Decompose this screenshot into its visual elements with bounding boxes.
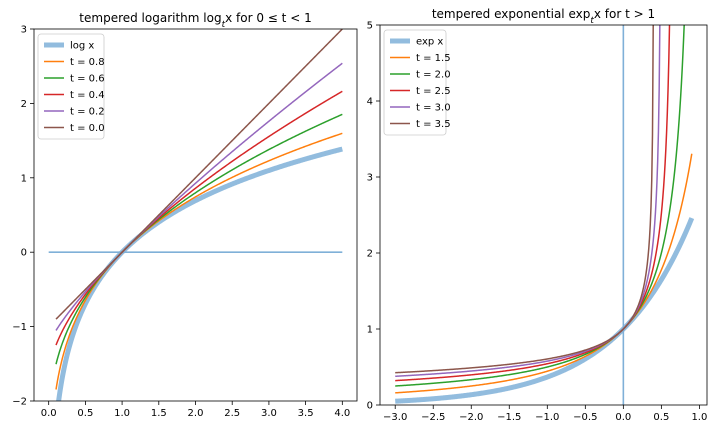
log-series-t-0-6 [55,113,343,365]
log-x-tick-label: 4.0 [334,408,350,419]
exp-legend-label: t = 2.5 [416,86,451,97]
exp-chart-title: tempered exponential exptx for t > 1 [432,7,655,26]
log-series-t-0 [55,29,343,320]
exp-series-t-2 [395,25,685,387]
exp-y-tick-label: 1 [367,325,373,336]
exp-legend [383,29,447,136]
log-x-tick-label: 0.5 [77,408,93,419]
exp-y-tick-label: 4 [367,97,373,108]
exp-x-tick-label: −2.0 [459,412,483,423]
exp-y-tick-label: 3 [367,173,373,184]
exp-legend-label: t = 3.5 [416,119,451,130]
exp-legend-label: t = 3.0 [416,103,451,114]
log-x-tick-label: 3.0 [261,408,277,419]
log-x-tick-label: 2.5 [224,408,240,419]
exp-series-t-1-5 [395,153,693,394]
log-y-tick-label: 3 [21,25,27,36]
chart-tempered-logarithm: tempered logarithm logtx for 0 ≤ t < 1 0.… [12,11,358,419]
log-y-tick-label: 0 [21,248,27,259]
exp-legend-label: t = 1.5 [416,53,451,64]
log-x-tick-label: 2.0 [188,408,204,419]
log-legend-label: log x [70,41,94,52]
exp-x-tick-label: 0.0 [615,412,631,423]
exp-x-tick-label: −1.5 [497,412,521,423]
log-legend-label: t = 0.8 [70,57,105,68]
log-x-tick-label: 1.5 [151,408,167,419]
exp-series-base [393,217,695,404]
log-chart-title: tempered logarithm logtx for 0 ≤ t < 1 [79,11,311,30]
exp-y-tick-label: 0 [367,401,373,412]
exp-legend-label: exp x [416,37,443,48]
exp-axes-frame [379,24,708,406]
log-legend-label: t = 0.4 [70,90,105,101]
exp-x-tick-label: 0.5 [653,412,669,423]
exp-legend-label: t = 2.0 [416,70,451,81]
log-legend-label: t = 0.6 [70,74,105,85]
log-y-tick-label: 1 [21,173,27,184]
chart-tempered-exponential: tempered exponential exptx for t > 1 −3.0… [367,7,708,423]
log-legend-label: t = 0.2 [70,107,105,118]
exp-y-tick-label: 2 [367,249,373,260]
exp-x-tick-label: −1.0 [535,412,559,423]
log-y-tick-label: −1 [12,322,27,333]
log-legend [37,33,105,140]
log-series-t-0-8 [55,132,343,390]
log-y-tick-label: −2 [12,397,27,408]
exp-x-tick-label: 1.0 [691,412,707,423]
exp-y-tick-label: 5 [367,21,373,32]
exp-x-tick-label: −0.5 [573,412,597,423]
log-x-tick-label: 0.0 [41,408,57,419]
exp-x-tick-label: −3.0 [383,412,407,423]
log-x-tick-label: 3.5 [298,408,314,419]
log-legend-label: t = 0.0 [70,123,105,134]
log-y-tick-label: 2 [21,99,27,110]
log-x-tick-label: 1.0 [114,408,130,419]
exp-series-t-3-5 [395,25,654,374]
exp-x-tick-label: −2.5 [421,412,445,423]
